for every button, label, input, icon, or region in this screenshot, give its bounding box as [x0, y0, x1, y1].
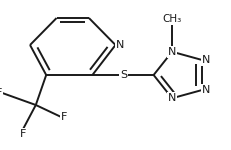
Text: F: F — [20, 129, 26, 139]
Text: N: N — [116, 40, 124, 50]
Text: N: N — [168, 47, 176, 57]
Text: CH₃: CH₃ — [162, 14, 182, 24]
Text: N: N — [202, 85, 210, 95]
Text: N: N — [168, 93, 176, 103]
Text: F: F — [0, 88, 2, 98]
Text: S: S — [120, 70, 127, 80]
Text: N: N — [202, 55, 210, 65]
Text: F: F — [61, 112, 68, 122]
